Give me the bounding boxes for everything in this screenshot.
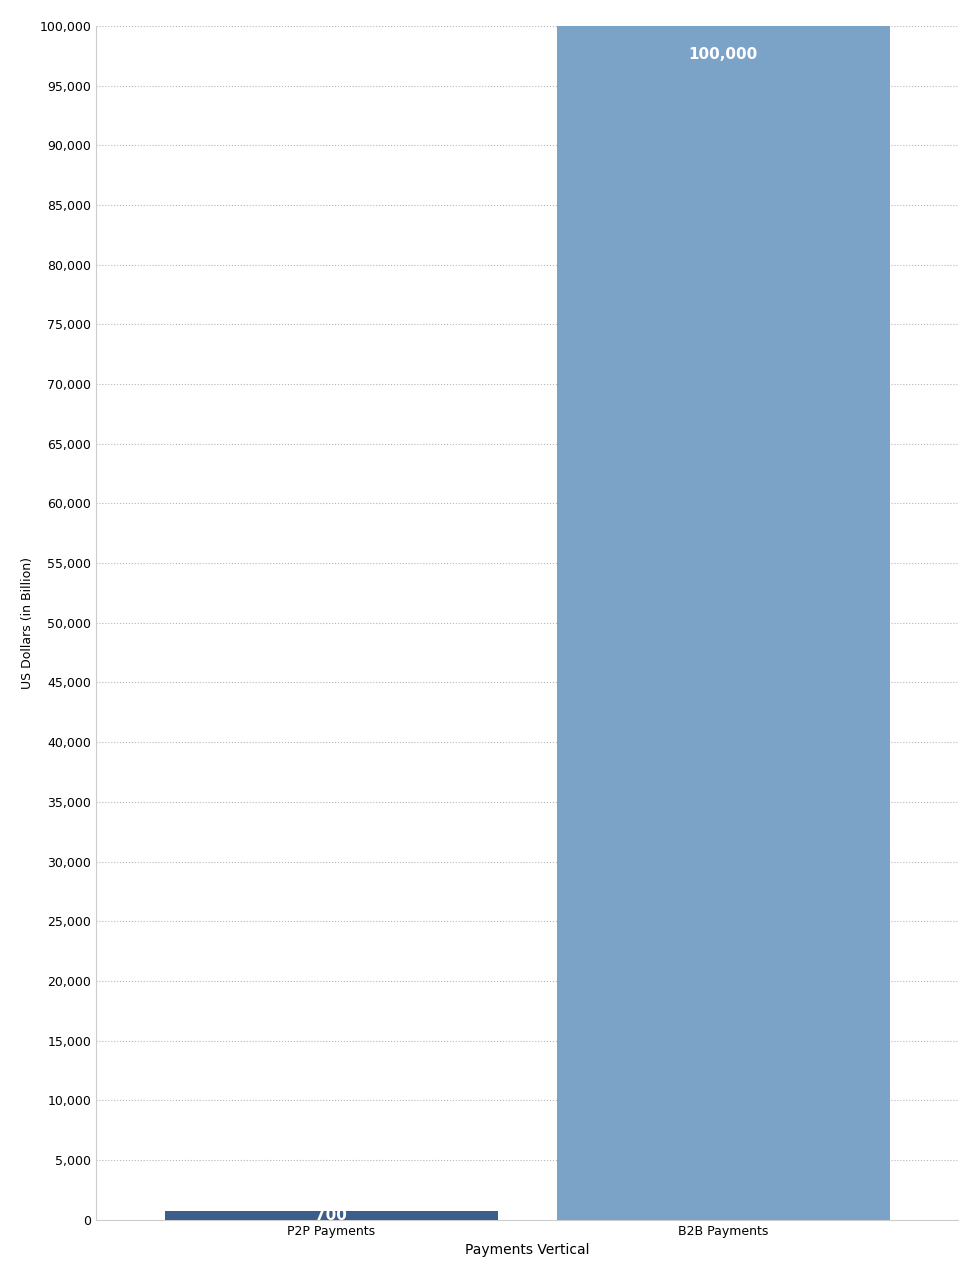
X-axis label: Payments Vertical: Payments Vertical xyxy=(465,1243,589,1258)
Text: 100,000: 100,000 xyxy=(688,47,757,63)
Text: 700: 700 xyxy=(315,1208,347,1223)
Bar xyxy=(556,26,889,1219)
Y-axis label: US Dollars (in Billion): US Dollars (in Billion) xyxy=(21,557,34,689)
Bar xyxy=(164,1212,497,1219)
